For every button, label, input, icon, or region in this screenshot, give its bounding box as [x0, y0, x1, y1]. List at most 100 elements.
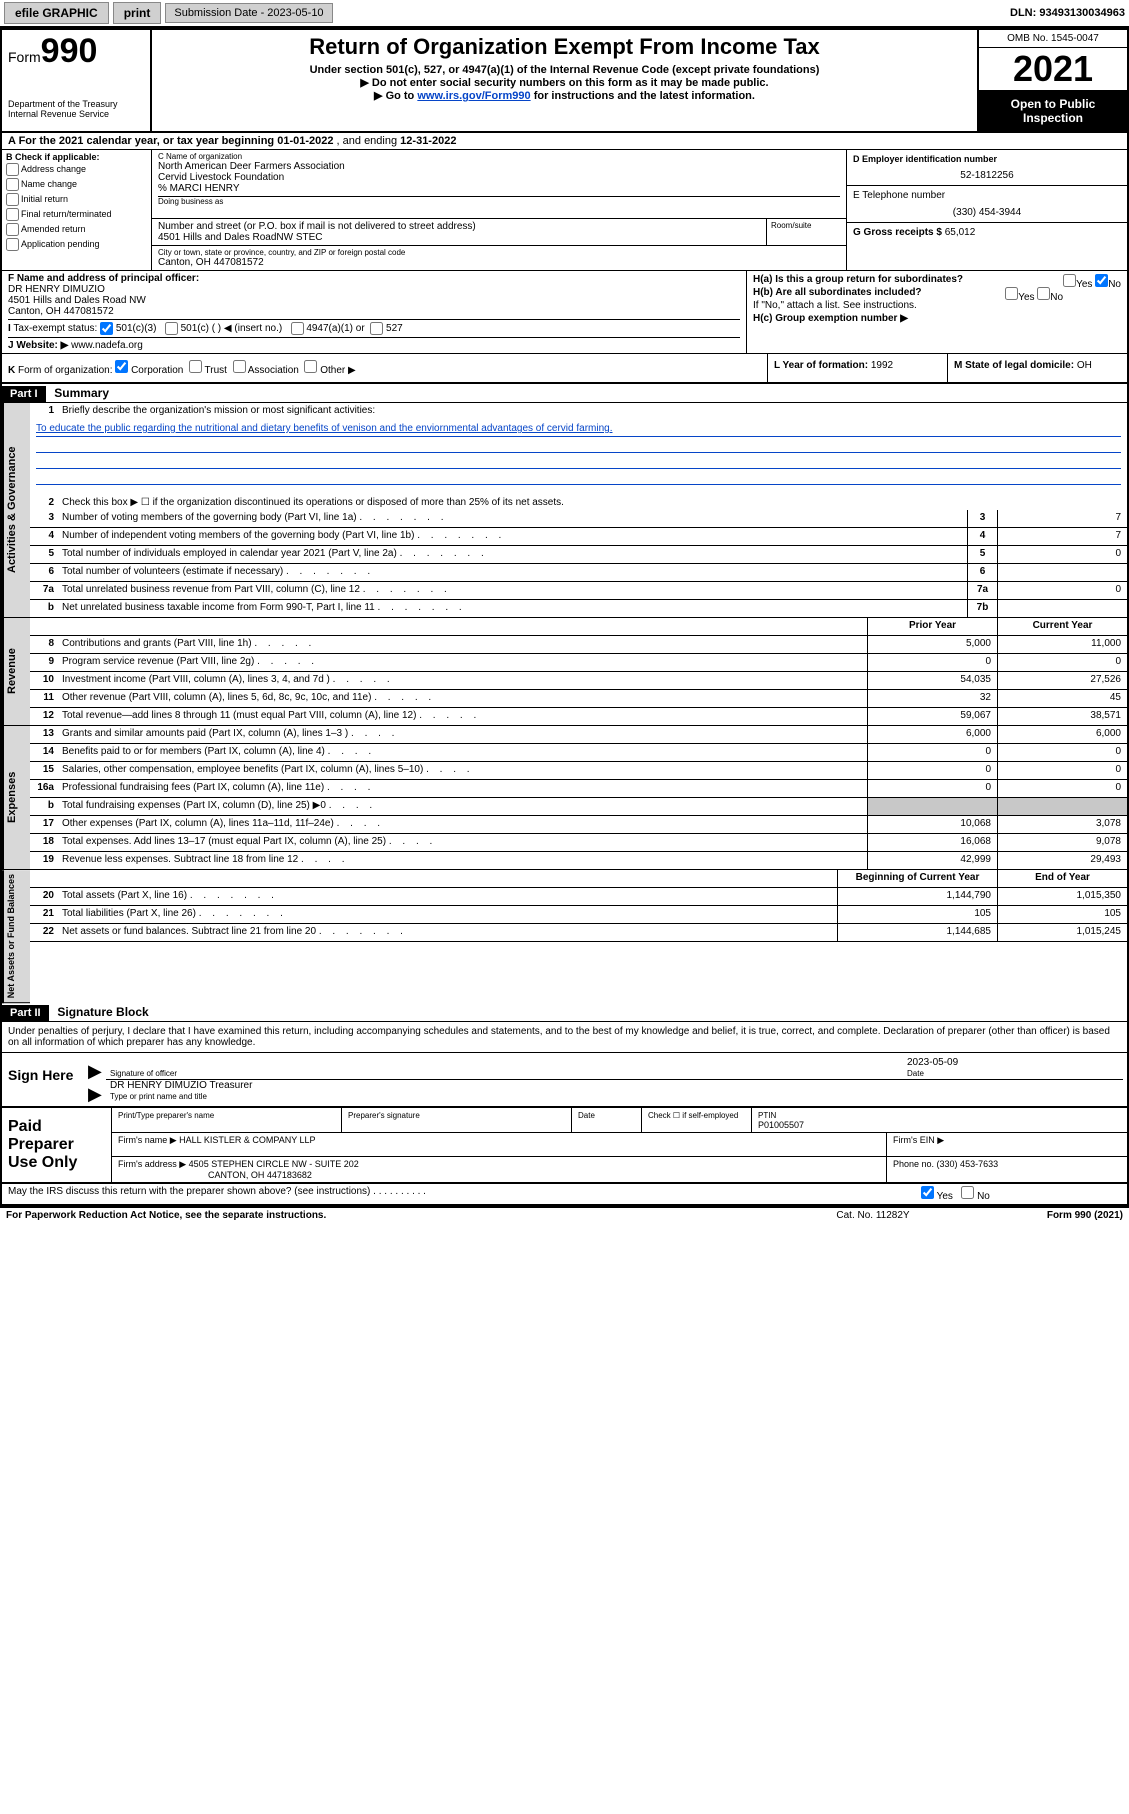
header-center: Return of Organization Exempt From Incom…: [152, 30, 977, 131]
hb-yes[interactable]: [1005, 287, 1018, 300]
section-expenses: Expenses 13 Grants and similar amounts p…: [2, 726, 1127, 870]
org-name-3: % MARCI HENRY: [158, 183, 840, 194]
part1-badge: Part I: [2, 386, 46, 402]
sign-here-label: Sign Here: [2, 1053, 82, 1106]
form-subtitle-2a: ▶ Do not enter social security numbers o…: [156, 76, 973, 89]
paid-preparer-label: Paid Preparer Use Only: [2, 1108, 112, 1182]
hb-label: H(b) Are all subordinates included?: [753, 287, 922, 298]
officer-label: F Name and address of principal officer:: [8, 273, 199, 284]
rev-header-row: Prior Year Current Year: [30, 618, 1127, 636]
dba-label: Doing business as: [158, 196, 840, 206]
table-row: 11 Other revenue (Part VIII, column (A),…: [30, 690, 1127, 708]
col-c-org: C Name of organization North American De…: [152, 150, 847, 270]
firm-phone-label: Phone no.: [893, 1159, 937, 1169]
form-subtitle-1: Under section 501(c), 527, or 4947(a)(1)…: [156, 64, 973, 76]
chk-corporation[interactable]: [115, 360, 128, 373]
firm-addr-label: Firm's address ▶: [118, 1159, 186, 1169]
dln-label: DLN: 93493130034963: [1010, 7, 1125, 19]
domicile: OH: [1077, 360, 1092, 371]
prep-name-label: Print/Type preparer's name: [118, 1111, 214, 1120]
omb-number: OMB No. 1545-0047: [979, 30, 1127, 48]
page-footer: For Paperwork Reduction Act Notice, see …: [0, 1208, 1129, 1223]
chk-final-return[interactable]: Final return/terminated: [6, 207, 147, 222]
website-value: www.nadefa.org: [71, 340, 143, 351]
ha-no[interactable]: [1095, 274, 1108, 287]
table-row: 10 Investment income (Part VIII, column …: [30, 672, 1127, 690]
ptin-label: PTIN: [758, 1111, 776, 1120]
chk-527[interactable]: [370, 322, 383, 335]
chk-name-change[interactable]: Name change: [6, 177, 147, 192]
chk-application-pending[interactable]: Application pending: [6, 237, 147, 252]
row-a-label: A For the 2021 calendar year, or tax yea…: [8, 135, 277, 147]
pra-notice: For Paperwork Reduction Act Notice, see …: [6, 1210, 773, 1221]
signature-intro: Under penalties of perjury, I declare th…: [2, 1022, 1127, 1053]
addr-label: Number and street (or P.O. box if mail i…: [158, 221, 760, 232]
table-row: 17 Other expenses (Part IX, column (A), …: [30, 816, 1127, 834]
row-klm: K Form of organization: Corporation Trus…: [2, 354, 1127, 384]
part2-header-row: Part II Signature Block: [2, 1003, 1127, 1022]
table-row: 12 Total revenue—add lines 8 through 11 …: [30, 708, 1127, 726]
irs-link[interactable]: www.irs.gov/Form990: [417, 90, 530, 102]
hb-no[interactable]: [1037, 287, 1050, 300]
tax-year: 2021: [979, 48, 1127, 91]
opt-assoc: Association: [248, 365, 299, 376]
block-bcde: B Check if applicable: Address change Na…: [2, 150, 1127, 271]
form-ref: Form 990 (2021): [973, 1210, 1123, 1221]
domicile-label: M State of legal domicile:: [954, 360, 1077, 371]
table-row: 13 Grants and similar amounts paid (Part…: [30, 726, 1127, 744]
discuss-label: May the IRS discuss this return with the…: [8, 1186, 370, 1197]
tax-year-end: 12-31-2022: [400, 135, 456, 147]
discuss-yes[interactable]: [921, 1186, 934, 1199]
part2-badge: Part II: [2, 1005, 49, 1021]
na-header-row: Beginning of Current Year End of Year: [30, 870, 1127, 888]
chk-501c3[interactable]: [100, 322, 113, 335]
ha-label: H(a) Is this a group return for subordin…: [753, 274, 963, 285]
table-row: 16a Professional fundraising fees (Part …: [30, 780, 1127, 798]
goto-post: for instructions and the latest informat…: [531, 90, 755, 102]
chk-amended-return[interactable]: Amended return: [6, 222, 147, 237]
sign-here-block: Sign Here ▶ Signature of officer 2023-05…: [2, 1053, 1127, 1108]
firm-ein-label: Firm's EIN ▶: [893, 1135, 944, 1145]
gross-label: G Gross receipts $: [853, 227, 945, 238]
submission-date: Submission Date - 2023-05-10: [165, 3, 332, 23]
row-a-tax-year: A For the 2021 calendar year, or tax yea…: [2, 133, 1127, 150]
chk-address-change[interactable]: Address change: [6, 162, 147, 177]
prep-self-employed: Check ☐ if self-employed: [648, 1111, 738, 1120]
efile-button[interactable]: efile GRAPHIC: [4, 2, 109, 24]
table-row: 5 Total number of individuals employed i…: [30, 546, 1127, 564]
year-formation-label: L Year of formation:: [774, 360, 871, 371]
sig-name-value: DR HENRY DIMUZIO Treasurer: [110, 1080, 252, 1091]
discuss-no-label: No: [977, 1191, 990, 1202]
chk-association[interactable]: [233, 360, 246, 373]
table-row: 21 Total liabilities (Part X, line 26) .…: [30, 906, 1127, 924]
print-button[interactable]: print: [113, 2, 162, 24]
ptin-value: P01005507: [758, 1120, 804, 1130]
part1-title: Summary: [48, 384, 115, 402]
org-city: Canton, OH 447081572: [158, 257, 840, 268]
row-j-tag: J: [8, 340, 14, 351]
ha-yes[interactable]: [1063, 274, 1076, 287]
header-right: OMB No. 1545-0047 2021 Open to Public In…: [977, 30, 1127, 131]
chk-4947[interactable]: [291, 322, 304, 335]
opt-4947: 4947(a)(1) or: [306, 323, 364, 334]
gross-receipts: 65,012: [945, 227, 976, 238]
room-label: Room/suite: [771, 221, 842, 230]
table-row: 22 Net assets or fund balances. Subtract…: [30, 924, 1127, 942]
opt-501c: 501(c) ( ) ◀ (insert no.): [181, 323, 283, 334]
opt-trust: Trust: [205, 365, 227, 376]
col-end-year: End of Year: [997, 870, 1127, 887]
form-word: Form: [8, 49, 41, 65]
chk-initial-return[interactable]: Initial return: [6, 192, 147, 207]
chk-other[interactable]: [304, 360, 317, 373]
chk-501c[interactable]: [165, 322, 178, 335]
form-title: Return of Organization Exempt From Incom…: [156, 34, 973, 60]
discuss-row: May the IRS discuss this return with the…: [2, 1184, 1127, 1206]
table-row: 20 Total assets (Part X, line 16) . . . …: [30, 888, 1127, 906]
form-subtitle-2b: ▶ Go to www.irs.gov/Form990 for instruct…: [156, 89, 973, 102]
section-revenue: Revenue Prior Year Current Year 8 Contri…: [2, 618, 1127, 726]
row-i-tag: I: [8, 323, 11, 334]
chk-trust[interactable]: [189, 360, 202, 373]
table-row: 18 Total expenses. Add lines 13–17 (must…: [30, 834, 1127, 852]
discuss-no[interactable]: [961, 1186, 974, 1199]
table-row: 8 Contributions and grants (Part VIII, l…: [30, 636, 1127, 654]
